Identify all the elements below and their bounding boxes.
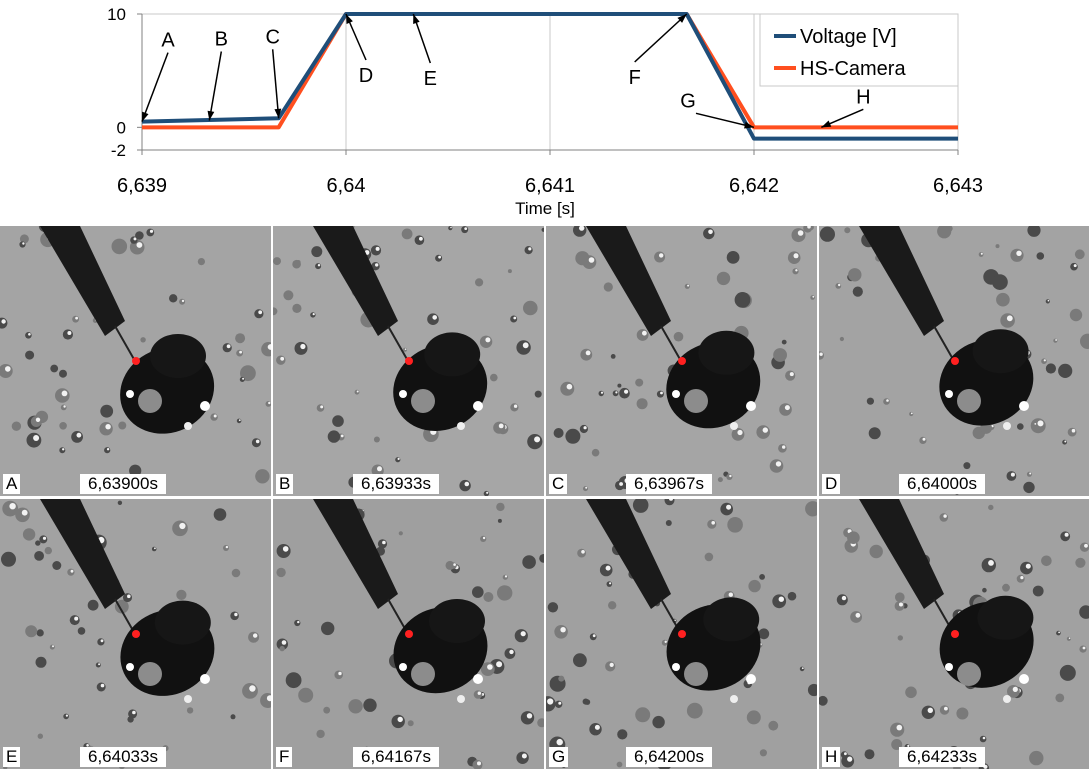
frame-letter: F — [276, 747, 293, 767]
annotation-label: G — [680, 90, 696, 112]
frame-letter: B — [276, 474, 294, 494]
frame-letter: A — [3, 474, 21, 494]
annotation-label: A — [161, 30, 175, 52]
frame-e: E 6,64033s — [0, 499, 271, 769]
y-tick-label: 10 — [107, 5, 126, 24]
annotation-arrowhead — [821, 120, 832, 128]
frame-timestamp: 6,64200s — [626, 747, 712, 767]
frame-timestamp: 6,63933s — [353, 474, 439, 494]
frame-timestamp: 6,64233s — [899, 747, 985, 767]
annotation-label: H — [856, 86, 870, 108]
x-tick-label: 6,642 — [729, 175, 779, 197]
frame-g: G 6,64200s — [546, 499, 817, 769]
annotation-arrow — [208, 51, 223, 121]
high-speed-image — [819, 226, 1089, 495]
frame-d: D 6,64000s — [819, 226, 1089, 496]
frame-timestamp: 6,63967s — [626, 474, 712, 494]
x-axis-label: Time [s] — [515, 199, 575, 218]
annotation-arrowhead — [142, 111, 149, 122]
annotation-arrowhead — [207, 110, 215, 121]
annotation-arrowhead — [413, 14, 420, 24]
frame-timestamp: 6,64167s — [353, 747, 439, 767]
high-speed-image — [1, 499, 271, 769]
annotation-arrowhead — [677, 14, 687, 23]
legend-label: Voltage [V] — [800, 26, 897, 48]
high-speed-image — [276, 499, 544, 769]
chart-legend: Voltage [V] HS-Camera — [759, 13, 959, 87]
frame-letter: H — [822, 747, 841, 767]
frame-letter: E — [3, 747, 21, 767]
x-tick-label: 6,641 — [525, 175, 575, 197]
annotation-arrow — [695, 112, 755, 129]
series-line-voltage — [141, 12, 958, 141]
chart-series — [141, 12, 958, 141]
frame-timestamp: 6,64000s — [899, 474, 985, 494]
annotation-arrowhead — [274, 108, 282, 119]
legend-label: HS-Camera — [800, 58, 906, 80]
high-speed-image — [546, 499, 817, 769]
annotation-label: D — [359, 65, 373, 87]
annotation-arrow — [634, 13, 688, 63]
annotation-label: B — [215, 29, 228, 51]
annotation-label: E — [424, 68, 437, 90]
frame-c: C 6,63967s — [546, 226, 817, 496]
annotation-arrow — [141, 52, 169, 122]
high-speed-image — [553, 226, 815, 492]
annotation-label: F — [629, 67, 641, 89]
frame-grid: A 6,63900s B 6,63933s C 6,63967s D 6,64000s E 6,6… — [0, 226, 1089, 769]
annotation-arrow — [271, 49, 280, 119]
high-speed-image — [273, 226, 544, 496]
frame-a: A 6,63900s — [0, 226, 271, 496]
frame-letter: C — [549, 474, 568, 494]
frame-f: F 6,64167s — [273, 499, 544, 769]
x-tick-label: 6,643 — [933, 175, 983, 197]
legend-box — [759, 13, 959, 87]
frame-letter: G — [549, 747, 569, 767]
frame-timestamp: 6,63900s — [80, 474, 166, 494]
frame-letter: D — [822, 474, 841, 494]
x-tick-label: 6,64 — [327, 175, 366, 197]
high-speed-image — [0, 226, 271, 488]
y-tick-label: -2 — [111, 141, 126, 160]
annotation-label: C — [265, 26, 279, 48]
frame-h: H 6,64233s — [819, 499, 1089, 769]
annotation-arrowhead — [346, 14, 353, 24]
frame-b: B 6,63933s — [273, 226, 544, 496]
high-speed-image — [819, 499, 1089, 769]
frame-timestamp: 6,64033s — [80, 747, 166, 767]
x-tick-label: 6,639 — [117, 175, 167, 197]
chart-annotations: A B C D E F G H — [141, 13, 871, 129]
y-tick-label: 0 — [117, 118, 126, 137]
annotation-arrowhead — [744, 121, 754, 129]
chart: -2 0 10 6,639 6,64 6,641 6,642 6,643 A B C D E F G H V… — [107, 5, 983, 218]
chart-axes: -2 0 10 6,639 6,64 6,641 6,642 6,643 — [107, 5, 983, 197]
